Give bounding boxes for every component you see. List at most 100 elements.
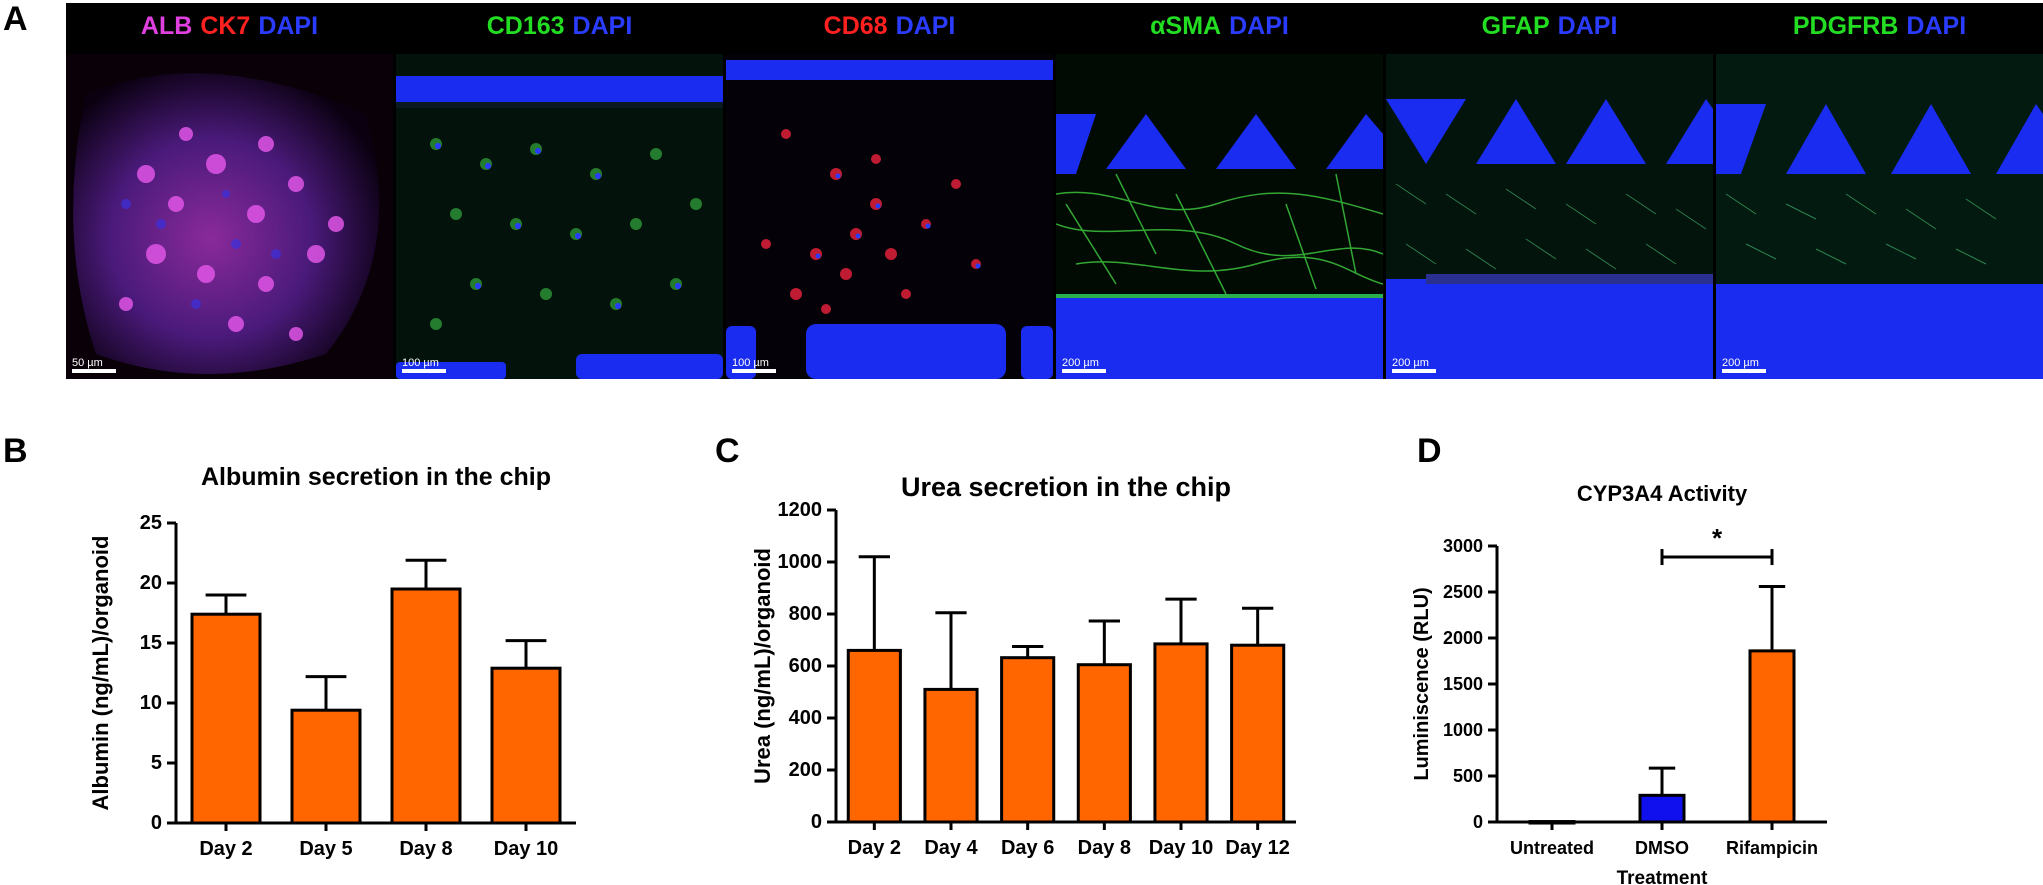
micrograph-strip: ALB CK7 DAPI 50 µm (66, 3, 2043, 379)
scale-label: 100 µm (732, 357, 769, 369)
y-tick-label: 2500 (1443, 582, 1483, 602)
x-tick-label: Day 8 (1078, 837, 1131, 859)
scale-bar (1722, 369, 1766, 373)
micrograph-alb-ck7: ALB CK7 DAPI 50 µm (66, 3, 393, 379)
micrograph-image (726, 54, 1053, 379)
stain-header: GFAP DAPI (1386, 3, 1713, 49)
stain-label: DAPI (258, 11, 319, 40)
bar (390, 587, 462, 825)
stain-header: CD68 DAPI (726, 3, 1053, 49)
micrograph-gfap: GFAP DAPI 200 µm (1386, 3, 1713, 379)
bar (190, 612, 262, 825)
y-tick-label: 1000 (778, 551, 823, 573)
panel-label-c: C (715, 432, 740, 470)
micrograph-image (396, 54, 723, 379)
panel-label-b: B (3, 432, 28, 470)
scale-label: 200 µm (1392, 357, 1429, 369)
stain-label: GFAP (1481, 11, 1550, 40)
stain-label: DAPI (1557, 11, 1618, 40)
x-tick-label: Untreated (1510, 838, 1594, 858)
chart-urea: Urea secretion in the chip Urea (ng/mL)/o… (750, 472, 1296, 859)
y-tick-label: 15 (140, 632, 162, 654)
micrograph-cd163: CD163 DAPI 100 µm (396, 3, 723, 379)
y-tick-label: 20 (140, 572, 162, 594)
x-axis-label: Treatment (1617, 868, 1708, 885)
scale-label: 200 µm (1722, 357, 1759, 369)
bar (1076, 663, 1132, 824)
bar (846, 648, 902, 824)
x-tick-label: Day 10 (1149, 837, 1214, 859)
y-tick-label: 400 (789, 707, 822, 729)
stain-label: CD163 (486, 11, 565, 40)
micrograph-image (1386, 54, 1713, 379)
y-tick-label: 0 (811, 811, 822, 833)
y-axis-label: Luminiscence (RLU) (1411, 587, 1433, 780)
stain-label: PDGFRB (1792, 11, 1899, 40)
x-tick-label: Day 6 (1001, 837, 1054, 859)
y-tick-label: 5 (151, 752, 162, 774)
scale-bar (72, 369, 116, 373)
y-tick-label: 800 (789, 603, 822, 625)
stain-label: CK7 (200, 11, 251, 40)
chart-title: CYP3A4 Activity (1577, 481, 1748, 506)
significance-marker: * (1712, 523, 1723, 553)
y-tick-label: 200 (789, 759, 822, 781)
y-tick-label: 3000 (1443, 536, 1483, 556)
bar (1748, 649, 1796, 824)
scale-label: 50 µm (72, 357, 103, 369)
y-axis-label: Albumin (ng/mL)/organoid (88, 536, 113, 811)
x-tick-label: Day 12 (1225, 837, 1290, 859)
bar (290, 708, 362, 825)
x-tick-label: Day 2 (199, 838, 252, 860)
bar (923, 687, 979, 824)
stain-label: CD68 (823, 11, 888, 40)
micrograph-pdgfrb: PDGFRB DAPI 200 µm (1716, 3, 2043, 379)
x-tick-label: DMSO (1635, 838, 1689, 858)
y-tick-label: 10 (140, 692, 162, 714)
x-tick-label: Day 10 (494, 838, 559, 860)
chart-albumin: Albumin secretion in the chip Albumin (ng… (88, 463, 576, 860)
panel-label-a: A (3, 0, 28, 38)
bar (1000, 656, 1056, 824)
scale-bar (402, 369, 446, 373)
scale-label: 100 µm (402, 357, 439, 369)
bar (490, 666, 562, 825)
micrograph-image (1056, 54, 1383, 379)
y-tick-label: 0 (1473, 812, 1483, 832)
bar (1230, 643, 1286, 824)
stain-label: DAPI (1906, 11, 1967, 40)
y-tick-label: 2000 (1443, 628, 1483, 648)
stain-header: PDGFRB DAPI (1716, 3, 2043, 49)
scale-bar (1062, 369, 1106, 373)
bar (1153, 642, 1209, 824)
y-tick-label: 500 (1453, 766, 1483, 786)
x-tick-label: Day 8 (399, 838, 452, 860)
stain-label: DAPI (572, 11, 633, 40)
stain-label: ALB (140, 11, 193, 40)
scale-label: 200 µm (1062, 357, 1099, 369)
stain-header: αSMA DAPI (1056, 3, 1383, 49)
y-tick-label: 1500 (1443, 674, 1483, 694)
stain-label: αSMA (1150, 11, 1222, 40)
x-tick-label: Day 4 (924, 837, 978, 859)
micrograph-asma: αSMA DAPI 200 µm (1056, 3, 1383, 379)
stain-header: ALB CK7 DAPI (66, 3, 393, 49)
x-tick-label: Day 2 (848, 837, 901, 859)
scale-bar (1392, 369, 1436, 373)
y-tick-label: 1200 (778, 499, 823, 521)
x-tick-label: Day 5 (299, 838, 352, 860)
bar (1638, 793, 1686, 824)
y-tick-label: 1000 (1443, 720, 1483, 740)
y-tick-label: 25 (140, 512, 162, 534)
micrograph-image (66, 54, 393, 379)
y-axis-label: Urea (ng/mL)/organoid (750, 548, 775, 784)
stain-label: DAPI (1229, 11, 1289, 40)
scale-bar (732, 369, 776, 373)
micrograph-cd68: CD68 DAPI 100 µm (726, 3, 1053, 379)
stain-header: CD163 DAPI (396, 3, 723, 49)
y-tick-label: 0 (151, 812, 162, 834)
stain-label: DAPI (895, 11, 956, 40)
micrograph-image (1716, 54, 2043, 379)
chart-title: Urea secretion in the chip (901, 472, 1231, 502)
y-tick-label: 600 (789, 655, 822, 677)
